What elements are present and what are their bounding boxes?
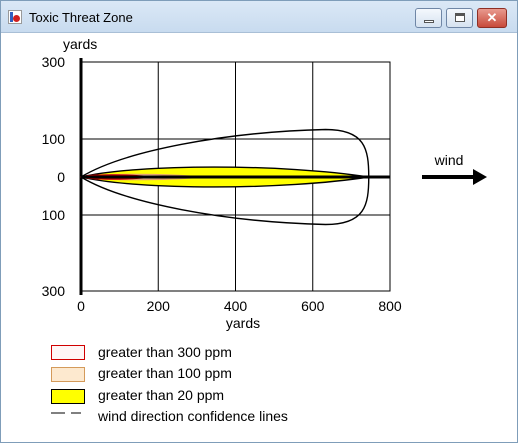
maximize-button[interactable]: [446, 8, 473, 28]
y-tick-label: 300: [42, 283, 66, 299]
app-icon[interactable]: [8, 10, 22, 24]
legend-label-20ppm: greater than 20 ppm: [98, 387, 225, 403]
close-icon: ✕: [486, 10, 498, 25]
legend-swatch-confidence-lines: [51, 412, 81, 414]
minimize-icon: [424, 20, 434, 23]
y-tick-label: 0: [57, 169, 65, 185]
minimize-button[interactable]: [415, 8, 442, 28]
y-tick-label: 100: [42, 207, 66, 223]
x-axis-label: yards: [226, 315, 260, 331]
legend-swatch-300ppm: [51, 345, 85, 360]
x-tick-label: 200: [147, 298, 171, 314]
y-tick-label: 300: [42, 54, 66, 70]
legend-swatch-20ppm: [51, 389, 85, 404]
legend-swatch-100ppm: [51, 367, 85, 382]
x-tick-label: 400: [224, 298, 248, 314]
title-bar[interactable]: Toxic Threat Zone ✕: [1, 1, 517, 33]
threat-zone-chart: 300 100 0 100 300 0 200 400 600 800 yards yards wind: [42, 36, 487, 331]
x-tick-label: 0: [77, 298, 85, 314]
y-axis-label: yards: [63, 36, 97, 52]
window-title: Toxic Threat Zone: [29, 10, 133, 25]
legend-label-confidence-lines: wind direction confidence lines: [98, 408, 288, 424]
wind-label: wind: [434, 152, 464, 168]
y-tick-label: 100: [42, 131, 66, 147]
maximize-icon: [455, 13, 465, 22]
x-tick-label: 600: [301, 298, 325, 314]
wind-arrow-head: [473, 169, 487, 185]
legend-label-100ppm: greater than 100 ppm: [98, 365, 232, 381]
x-tick-label: 800: [378, 298, 402, 314]
close-button[interactable]: ✕: [477, 8, 507, 28]
legend-label-300ppm: greater than 300 ppm: [98, 344, 232, 360]
